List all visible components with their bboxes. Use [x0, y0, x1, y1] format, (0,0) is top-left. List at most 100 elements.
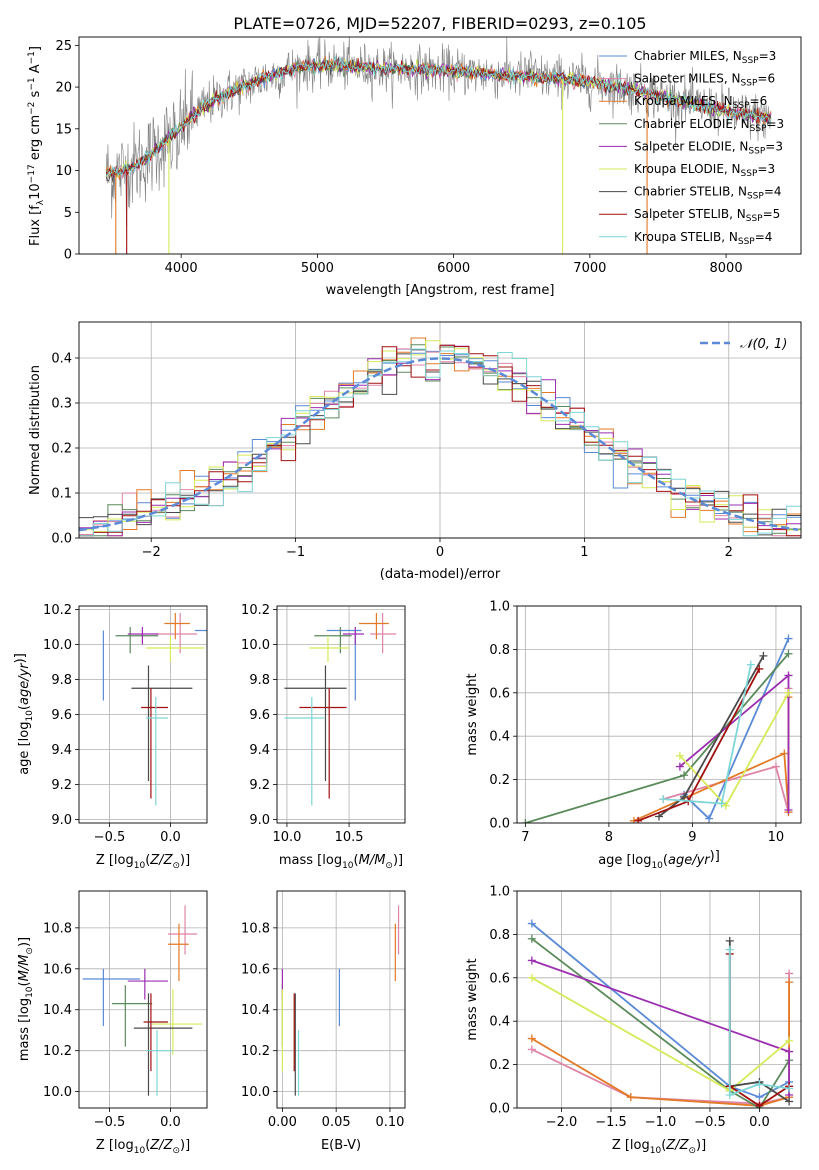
weight-marker-salpeter_stelib [755, 664, 764, 673]
axes-frame [78, 36, 802, 255]
y-tick-label: 10.0 [241, 638, 270, 653]
x-tick-label: 7 [521, 830, 529, 845]
y-tick-label: 10.2 [43, 1044, 72, 1059]
plot-area [284, 613, 397, 806]
legend-label-tail: =3 [759, 49, 777, 63]
label-part: Z/Z [149, 853, 173, 868]
weight-line-chabrier_elodie [525, 653, 790, 823]
axes-frame [276, 605, 406, 824]
weight-line-chabrier_miles [531, 922, 790, 1099]
label-part: 10 [651, 861, 663, 871]
y-tick-label: 1.0 [489, 885, 510, 900]
legend-label-sub: SSP [741, 169, 758, 179]
errorbar-point-salpeter_elodie [127, 968, 168, 1000]
weight-marker-kroupa_elodie [784, 688, 793, 697]
errorbar-point-chabrier_miles [102, 629, 207, 701]
x-tick-label: 0.10 [375, 1115, 404, 1130]
y-tick-label: 1.0 [489, 600, 510, 615]
x-tick-label: 0.0 [160, 1115, 181, 1130]
weight-marker-kroupa_stelib [717, 799, 726, 808]
legend-label-base: Chabrier STELIB, N [634, 185, 747, 199]
y-tick-label: 0.4 [489, 730, 510, 745]
errorbar-point-chabrier_elodie [111, 985, 153, 1047]
x-axis-label: Z [log10(Z/Z⊙)] [96, 1138, 190, 1156]
x-tick-label: 8000 [710, 261, 743, 276]
x-tick-label: 1 [580, 545, 588, 560]
x-axis-label: Z [log10(Z/Z⊙)] [612, 1138, 706, 1156]
label-part: ⊙ [172, 861, 180, 871]
errorbar-point-salpeter_elodie [342, 627, 364, 645]
y-tick-label: 10.2 [43, 603, 72, 618]
label-part: )] [710, 849, 720, 864]
weight-marker-kroupa_elodie [721, 801, 730, 810]
label-part: ( [17, 981, 32, 986]
legend-label-sub: SSP [747, 192, 764, 202]
weight-marker-kroupa_miles [626, 1093, 635, 1102]
legend-label-sub: SSP [733, 101, 750, 111]
y-tick-label: 10 [55, 164, 72, 179]
label-part: Z [log [96, 1138, 134, 1153]
weight-marker-chabrier_miles [784, 634, 793, 643]
x-axis-label: (data-model)/error [380, 567, 501, 582]
weight-marker-kroupa_miles [527, 1034, 536, 1043]
label-part: 10 [25, 986, 35, 998]
x-tick-label: −1 [286, 545, 305, 560]
x-tick-label: 8 [605, 830, 613, 845]
axes-frame [516, 605, 802, 824]
y-tick-label: 0.6 [489, 686, 510, 701]
legend-label-sub: SSP [750, 124, 767, 134]
x-axis-label: age [log10(age/yr)] [598, 849, 720, 871]
panel-age_weight: 7 8 9 10 0.0 0.2 0.4 0.6 0.8 1.0 mass weight age [l… [465, 600, 802, 871]
plot-area [82, 905, 203, 1096]
y-tick-label: 10.6 [43, 962, 72, 977]
y-axis-label: age [log10(age/yr)] [13, 653, 35, 775]
x-tick-label: 10.5 [335, 830, 364, 845]
y-axis-label-part: λ [36, 199, 46, 205]
label-part: ( [661, 1138, 666, 1153]
y-tick-label: 9.6 [249, 708, 270, 723]
x-tick-label: 6000 [437, 261, 470, 276]
model-line-kroupa_stelib [105, 56, 772, 178]
plot-area [281, 905, 400, 1096]
y-tick-label: 0.0 [51, 532, 72, 547]
y-tick-label: 9.4 [51, 743, 72, 758]
grid [79, 891, 207, 1108]
label-part: mass [log [17, 998, 32, 1061]
weight-marker-chabrier_stelib [785, 1097, 794, 1106]
grid [517, 605, 801, 824]
legend-label-base: Salpeter STELIB, N [634, 207, 746, 221]
axes-frame [276, 890, 406, 1109]
y-axis-label: Flux [fλ10−17 erg cm−2 s−1 A−1] [27, 46, 46, 246]
x-tick-label: 0.0 [749, 1115, 770, 1130]
y-tick-label: 0.0 [489, 817, 510, 832]
label-part: )] [17, 937, 32, 947]
plot-area [102, 613, 207, 806]
plot-area [527, 919, 794, 1108]
label-part: ⊙ [385, 861, 393, 871]
weight-line-kroupa_stelib [728, 949, 790, 1097]
y-tick-label: 0.1 [51, 487, 72, 502]
label-part: ( [145, 1138, 150, 1153]
label-part: ( [663, 853, 668, 868]
errorbar-point-salpeter_stelib [141, 688, 168, 799]
y-tick-label: 9.8 [51, 673, 72, 688]
x-tick-label: 7000 [573, 261, 606, 276]
weight-marker-chabrier_stelib [655, 812, 663, 821]
legend-label-sub: SSP [742, 56, 759, 66]
legend-label-base: Chabrier ELODIE, N [634, 117, 750, 131]
label-part: )] [696, 1138, 706, 1153]
weight-marker-salpeter_elodie [784, 671, 793, 680]
y-tick-label: 9.2 [51, 778, 72, 793]
figure-title: PLATE=0726, MJD=52207, FIBERID=0293, z=0… [233, 14, 646, 33]
label-part: age/yr [17, 662, 32, 705]
x-tick-label: 2 [725, 545, 733, 560]
grid [277, 606, 405, 823]
y-tick-label: 5 [64, 206, 72, 221]
weight-marker-kroupa_elodie [675, 751, 684, 760]
errorbar-point-chabrier_stelib [133, 993, 193, 1096]
label-part: )] [180, 853, 190, 868]
legend-label-sub: SSP [738, 237, 755, 247]
errorbar-point-salpeter_elodie [127, 627, 159, 645]
